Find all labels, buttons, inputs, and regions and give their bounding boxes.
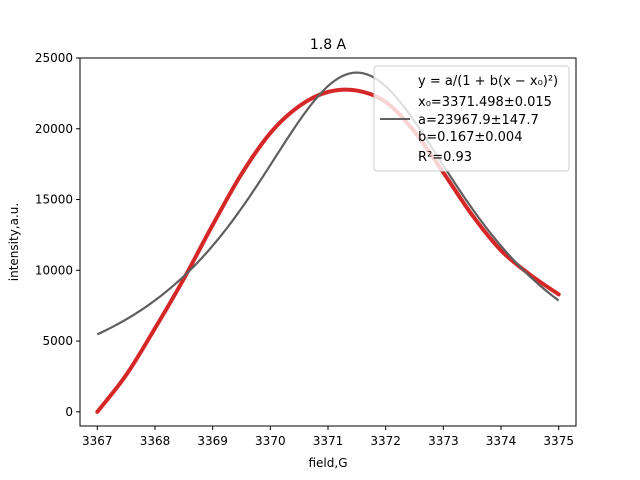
x-tick-label: 3371 bbox=[313, 434, 344, 448]
legend-box bbox=[373, 65, 570, 172]
x-tick-label: 3368 bbox=[140, 434, 171, 448]
legend-r2: R²=0.93 bbox=[418, 150, 472, 165]
x-tick-label: 3375 bbox=[543, 434, 574, 448]
legend-equation: y = a/(1 + b(x − x₀)²) bbox=[418, 74, 558, 89]
x-tick-label: 3374 bbox=[486, 434, 517, 448]
y-tick-label: 5000 bbox=[42, 334, 73, 348]
legend-a: a=23967.9±147.7 bbox=[418, 113, 539, 128]
y-axis: 0 5000 10000 15000 20000 25000 bbox=[35, 51, 80, 419]
chart-title: 1.8 A bbox=[310, 37, 347, 53]
x-axis-label: field,G bbox=[308, 456, 347, 470]
y-tick-label: 25000 bbox=[35, 51, 73, 65]
legend-b: b=0.167±0.004 bbox=[418, 130, 522, 145]
y-tick-label: 10000 bbox=[35, 263, 73, 277]
x-tick-label: 3372 bbox=[370, 434, 401, 448]
legend-x0: x₀=3371.498±0.015 bbox=[418, 95, 552, 110]
fit-curve-line bbox=[96, 71, 560, 336]
y-axis-label: intensity,a.u. bbox=[7, 203, 21, 281]
x-tick-label: 3373 bbox=[428, 434, 459, 448]
y-tick-label: 15000 bbox=[35, 193, 73, 207]
x-tick-label: 3367 bbox=[82, 434, 113, 448]
data-series-line bbox=[95, 87, 561, 414]
x-tick-label: 3370 bbox=[255, 434, 286, 448]
x-tick-label: 3369 bbox=[197, 434, 228, 448]
y-tick-label: 0 bbox=[65, 405, 73, 419]
y-tick-label: 20000 bbox=[35, 122, 73, 136]
x-axis: 3367 3368 3369 3370 3371 3372 3373 3374 3375 bbox=[82, 426, 574, 448]
legend: y = a/(1 + b(x − x₀)²) x₀=3371.498±0.015… bbox=[373, 65, 570, 172]
plot-area bbox=[95, 71, 561, 414]
